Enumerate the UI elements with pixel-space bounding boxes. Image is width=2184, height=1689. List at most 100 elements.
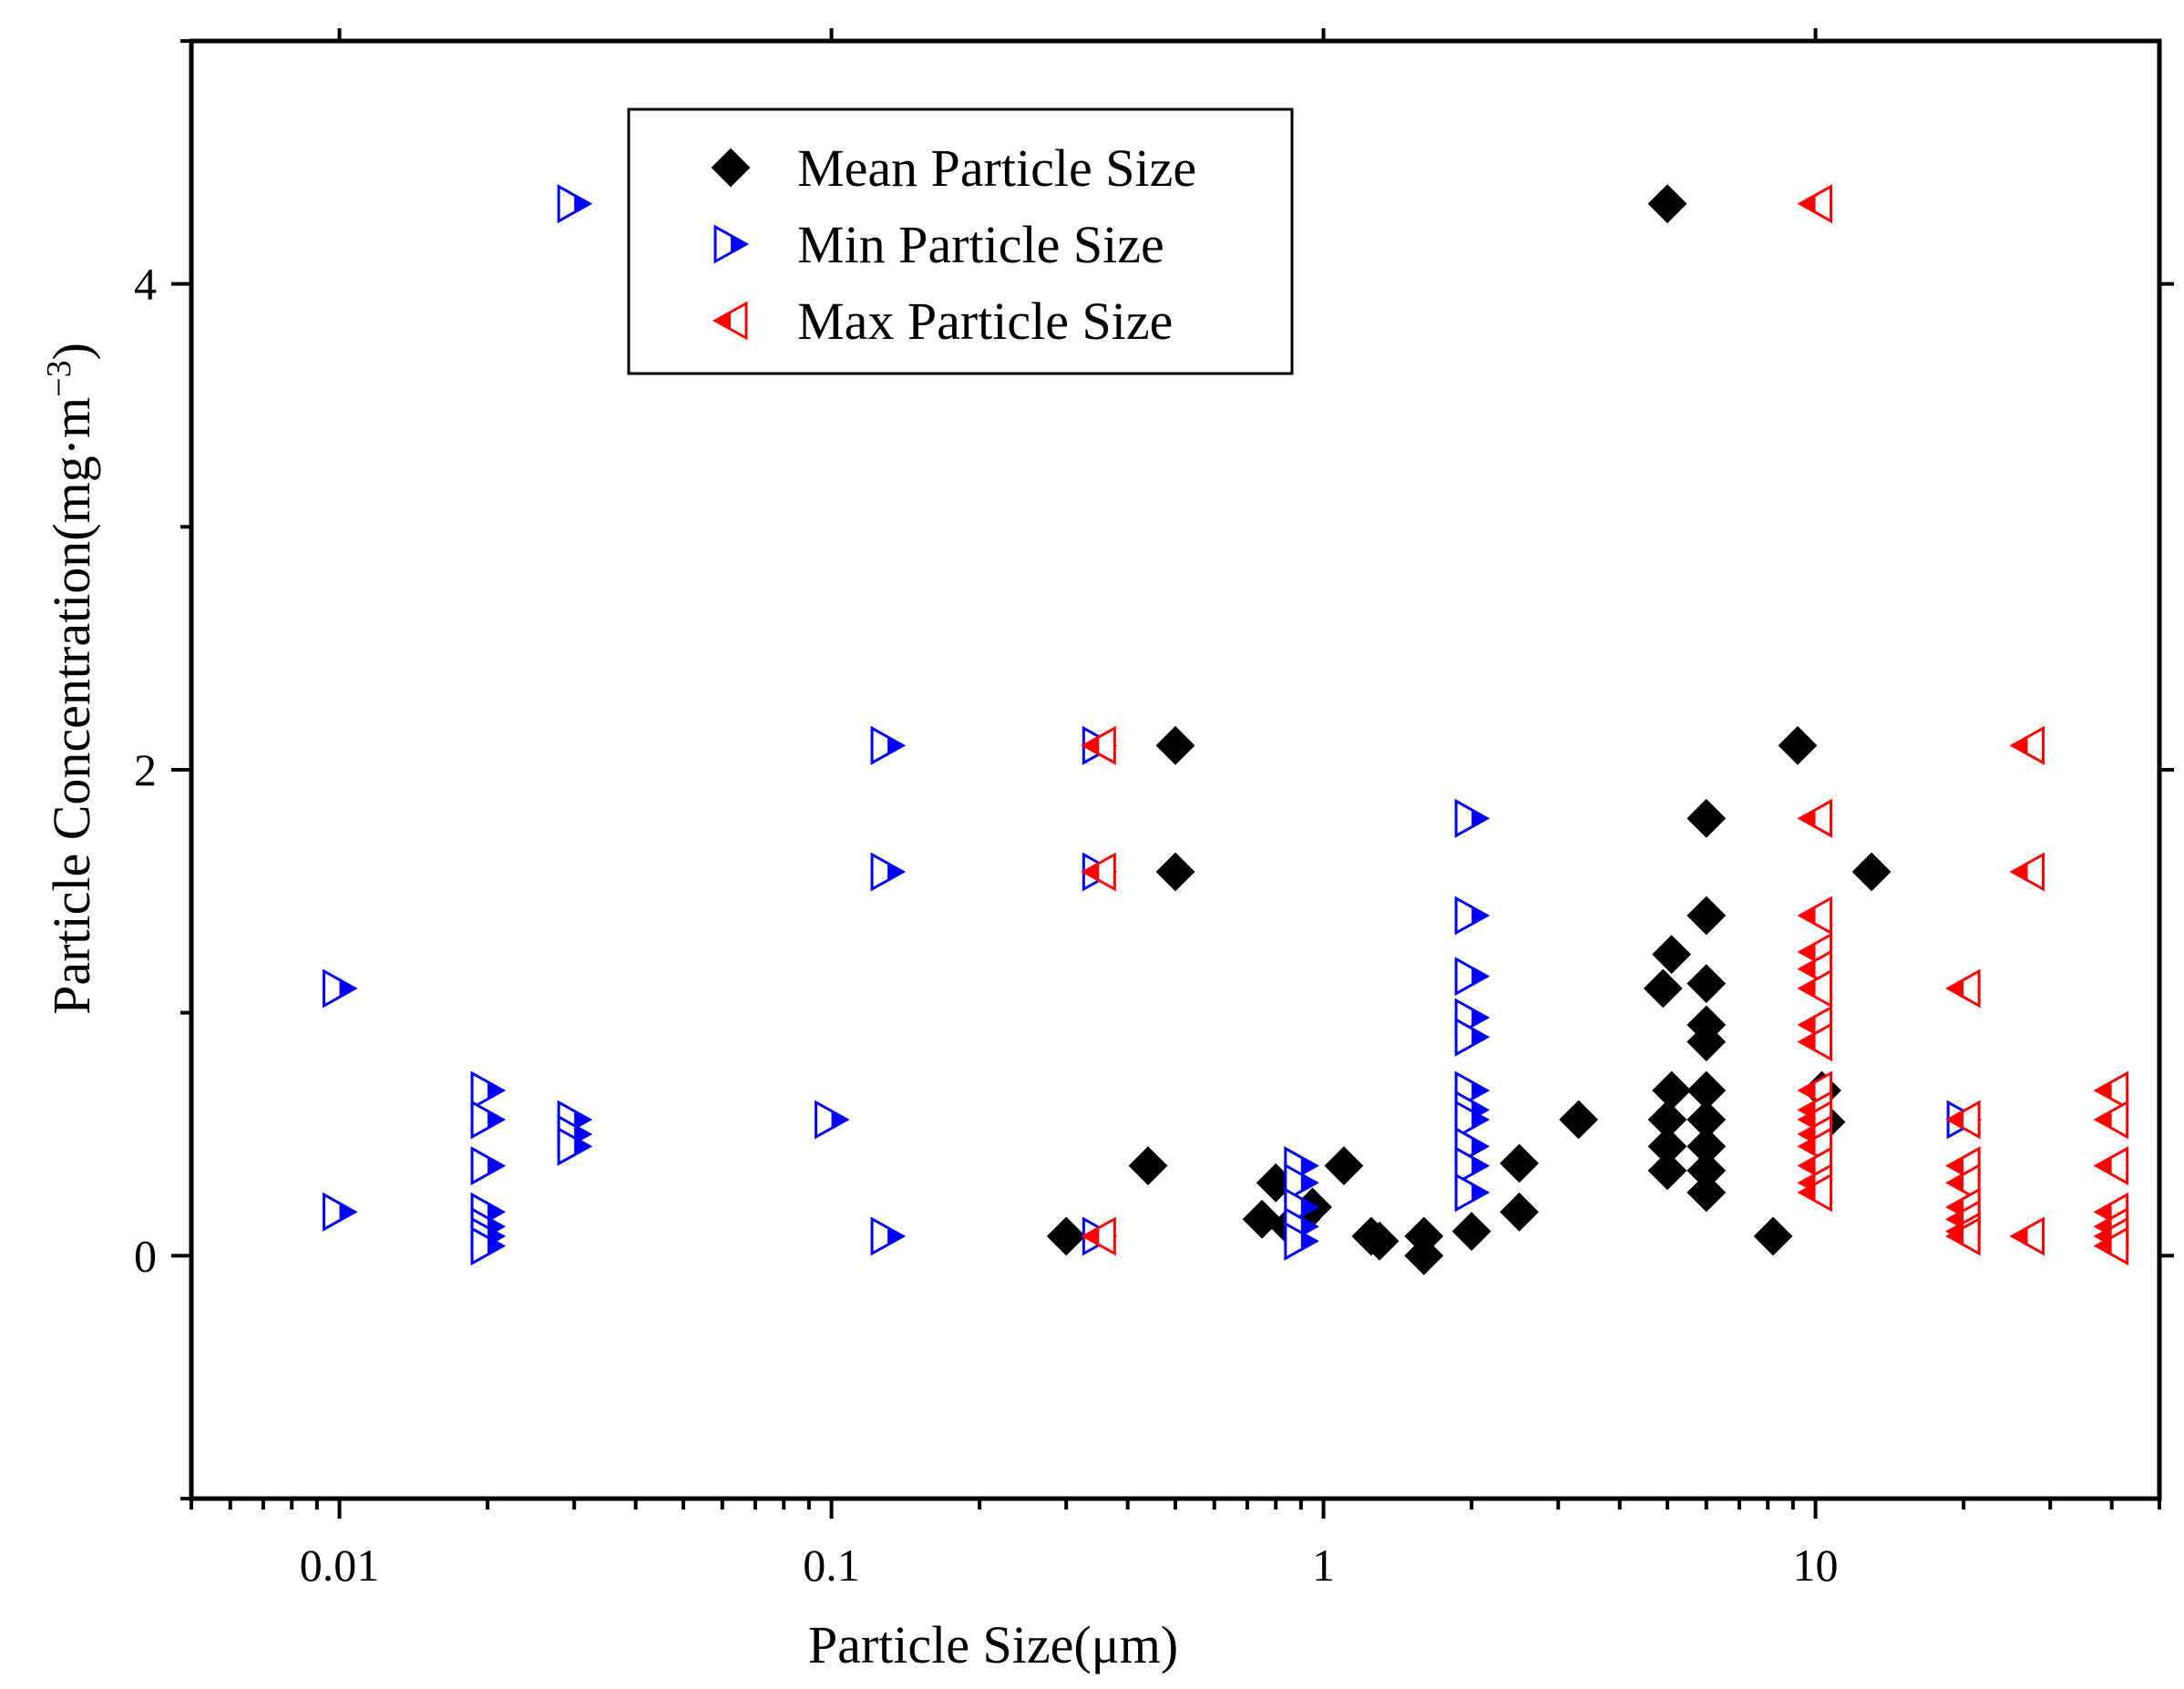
marker-fill (1799, 809, 1816, 827)
min-point (557, 1126, 593, 1166)
mean-point (1687, 964, 1727, 1004)
max-point (2093, 1146, 2129, 1186)
min-point (470, 1146, 507, 1186)
legend-label: Min Particle Size (797, 215, 1164, 274)
min-point (470, 1070, 507, 1111)
marker-fill (1799, 943, 1816, 961)
mean-point (1242, 1199, 1282, 1239)
min-point (323, 1192, 358, 1232)
max-point (1945, 1216, 1981, 1256)
marker-fill (2096, 1081, 2112, 1100)
marker-fill (1471, 906, 1488, 925)
marker-fill (1799, 195, 1816, 213)
mean-point (1404, 1216, 1444, 1256)
marker-fill (1300, 1157, 1317, 1175)
y-axis-title: Particle Concentration(mg·m−3) (40, 343, 101, 1015)
legend-entry: Min Particle Size (713, 215, 1164, 274)
marker-fill (1799, 906, 1816, 925)
x-tick-label: 0.01 (300, 1540, 380, 1591)
legend-label: Max Particle Size (797, 292, 1173, 351)
mean-point (1851, 852, 1892, 892)
min-point (470, 1100, 507, 1140)
max-point (1945, 1100, 1981, 1140)
marker-fill (1471, 1137, 1488, 1155)
legend-max-marker (712, 301, 748, 341)
mean-point (1500, 1143, 1539, 1183)
min-point (1454, 1017, 1491, 1057)
x-tick-label: 0.1 (803, 1540, 860, 1591)
marker-fill (1300, 1198, 1317, 1216)
min-point (1454, 1100, 1491, 1140)
marker-fill (574, 1111, 590, 1129)
marker-fill (831, 1111, 847, 1129)
marker-fill (339, 979, 355, 998)
min-point (870, 725, 907, 765)
min-point (870, 1216, 907, 1256)
max-point (1797, 798, 1833, 838)
max-point (1797, 184, 1833, 224)
marker-fill (487, 1157, 504, 1175)
marker-fill (1948, 1111, 1964, 1129)
mean-point (1451, 1212, 1492, 1252)
marker-fill (487, 1111, 504, 1129)
marker-fill (574, 195, 590, 213)
mean-point (1753, 1216, 1793, 1256)
marker-fill (887, 1227, 904, 1245)
marker-fill (2012, 863, 2028, 881)
mean-point (1500, 1192, 1539, 1232)
marker-fill (1799, 1157, 1816, 1175)
mean-point (1652, 935, 1692, 975)
max-point (2009, 725, 2045, 765)
marker-fill (2096, 1157, 2112, 1175)
max-point (1081, 852, 1116, 892)
marker-fill (2096, 1237, 2112, 1255)
mean-point (1643, 968, 1683, 1008)
mean-point (1647, 1151, 1687, 1191)
marker-fill (2096, 1203, 2112, 1221)
min-point (1284, 1162, 1319, 1203)
marker-fill (1948, 1157, 1964, 1175)
marker-fill (1799, 1016, 1816, 1034)
max-point (1081, 1216, 1116, 1256)
mean-point (1687, 798, 1727, 838)
max-point (2009, 1216, 2045, 1256)
mean-point (1046, 1216, 1086, 1256)
legend-entry: Mean Particle Size (711, 138, 1196, 198)
min-point (1454, 798, 1491, 838)
min-point (323, 968, 358, 1008)
marker-fill (1799, 1183, 1816, 1202)
legend-entry: Max Particle Size (712, 292, 1173, 351)
max-point (2093, 1100, 2129, 1140)
max-point (1945, 1162, 1981, 1203)
marker-fill (887, 736, 904, 754)
marker-fill (1948, 1227, 1964, 1245)
max-point (1797, 1022, 1833, 1062)
y-tick-label: 4 (134, 259, 157, 310)
marker-fill (1799, 960, 1816, 978)
marker-fill (1471, 1111, 1488, 1129)
marker-fill (1948, 979, 1964, 998)
marker-fill (1799, 1081, 1816, 1100)
x-tick-label: 10 (1793, 1540, 1839, 1591)
legend-min-marker (713, 224, 750, 264)
min-point (470, 1226, 507, 1266)
marker-fill (1799, 1033, 1816, 1051)
max-point (2093, 1226, 2129, 1266)
marker-fill (1471, 1183, 1488, 1202)
marker-fill (1471, 1008, 1488, 1027)
mean-point (1128, 1146, 1168, 1186)
y-tick-label: 2 (134, 744, 157, 795)
marker-fill (1471, 1081, 1488, 1100)
mean-point (1647, 184, 1687, 224)
mean-point (1559, 1100, 1598, 1140)
marker-fill (1471, 1028, 1488, 1046)
min-point (1454, 957, 1491, 997)
mean-point (1351, 1216, 1391, 1256)
max-point (1797, 1172, 1833, 1213)
marker-fill (487, 1203, 504, 1221)
max-point (2093, 1070, 2129, 1111)
y-tick-label: 0 (134, 1230, 157, 1281)
mean-point (1324, 1146, 1364, 1186)
marker-fill (1471, 967, 1488, 986)
